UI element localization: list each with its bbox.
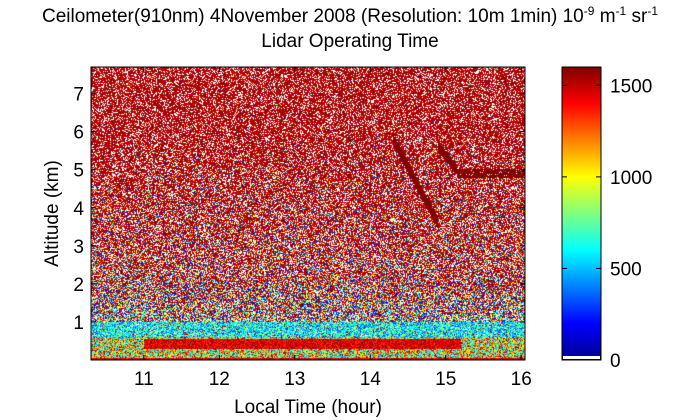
colorbar-tick-label: 1000: [610, 168, 652, 189]
chart-title-line-2: Lidar Operating Time: [261, 31, 439, 52]
x-tick-label: 14: [360, 369, 382, 390]
colorbar-tick-label: 0: [610, 351, 621, 372]
x-tick-label: 15: [435, 369, 456, 390]
colorbar-min-band: [563, 356, 600, 359]
chart-title-line-1: Ceilometer(910nm) 4November 2008 (Resolu…: [42, 4, 658, 27]
backscatter-heatmap: [91, 67, 525, 360]
y-axis: 1 2 3 4 5 6 7: [73, 85, 525, 334]
x-tick-label: 11: [134, 369, 154, 390]
y-tick-label: 2: [73, 275, 84, 296]
y-tick-label: 7: [73, 85, 84, 106]
y-tick-label: 3: [73, 237, 84, 258]
y-tick-label: 4: [73, 199, 84, 220]
x-tick-label: 13: [284, 369, 305, 390]
colorbar: [561, 66, 602, 361]
colorbar-tick-label: 500: [610, 259, 642, 280]
x-axis: 11 12 13 14 15 16: [134, 67, 532, 390]
x-axis-label: Local Time (hour): [234, 397, 382, 418]
y-axis-label: Altitude (km): [42, 160, 63, 267]
y-tick-label: 1: [73, 313, 84, 334]
x-tick-label: 16: [511, 369, 532, 390]
y-tick-label: 6: [73, 123, 84, 144]
y-tick-label: 5: [73, 161, 84, 182]
plot-frame: [90, 66, 526, 361]
colorbar-axis: 0 500 1000 1500: [562, 76, 652, 372]
colorbar-tick-label: 1500: [610, 76, 652, 97]
x-tick-label: 12: [209, 369, 230, 390]
